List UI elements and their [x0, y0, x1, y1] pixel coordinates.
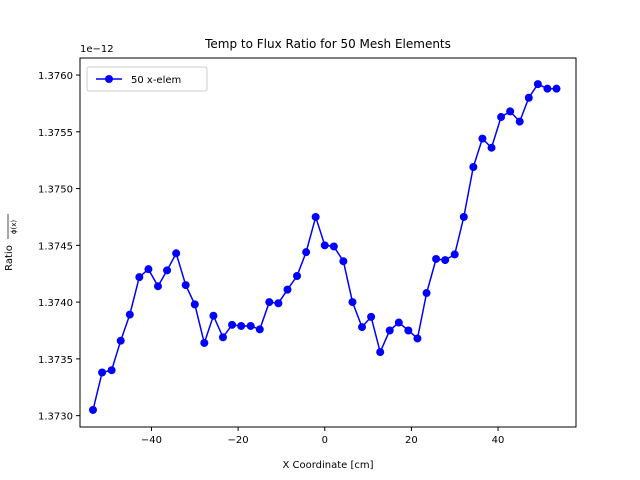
data-point	[163, 266, 172, 275]
data-point	[274, 299, 283, 308]
series-markers	[88, 80, 561, 414]
y-axis-label: Ratio	[4, 245, 15, 271]
data-point	[311, 212, 320, 221]
data-point	[404, 326, 413, 335]
data-point	[246, 321, 255, 330]
data-point	[200, 338, 209, 347]
data-point	[228, 320, 237, 329]
data-point	[441, 256, 450, 265]
data-point	[135, 273, 144, 282]
data-point	[144, 265, 153, 274]
data-point	[552, 84, 561, 93]
data-point	[358, 323, 367, 332]
x-tick-label: −20	[228, 435, 249, 446]
y-offset-label: 1e−12	[80, 44, 114, 55]
data-point	[255, 325, 264, 334]
data-point	[348, 298, 357, 307]
data-point	[497, 113, 506, 122]
y-axis-label-group: Ratio ϕ(x)	[4, 214, 18, 271]
x-tick-label: 40	[492, 435, 505, 446]
y-tick-label: 1.3730	[38, 412, 73, 423]
data-point	[487, 143, 496, 152]
y-axis-label-denominator: ϕ(x)	[10, 220, 18, 234]
data-point	[190, 300, 199, 309]
x-tick-label: 20	[405, 435, 418, 446]
data-point	[469, 162, 478, 171]
data-point	[422, 289, 431, 298]
data-point	[533, 80, 542, 89]
data-point	[459, 212, 468, 221]
legend: 50 x-elem	[86, 66, 208, 92]
data-point	[478, 134, 487, 143]
data-point	[506, 107, 515, 116]
data-point	[432, 254, 441, 263]
data-point	[209, 311, 218, 320]
y-tick-label: 1.3740	[38, 298, 73, 309]
y-tick-label: 1.3745	[38, 241, 73, 252]
data-point	[543, 84, 552, 93]
y-axis: 1.3730 1.3735 1.3740 1.3745 1.3750 1.3755 1.37…	[38, 71, 80, 423]
data-point	[367, 312, 376, 321]
data-point	[320, 241, 329, 250]
data-point	[107, 366, 116, 375]
data-point	[385, 326, 394, 335]
data-point	[265, 298, 274, 307]
plot-area: −40 −20 0 20 40 1.37301.37351.37401.37451.37…	[38, 57, 577, 446]
x-axis-label: X Coordinate [cm]	[282, 460, 373, 471]
axes-frame	[79, 57, 577, 428]
y-tick-label: 1.3750	[38, 185, 73, 196]
x-tick-label: −40	[141, 435, 162, 446]
x-axis: −40 −20 0 20 40	[141, 427, 504, 446]
data-point	[293, 271, 302, 280]
data-point	[450, 250, 459, 259]
y-tick-label: 1.3735	[38, 355, 73, 366]
x-tick-label: 0	[322, 435, 328, 446]
data-point	[153, 282, 162, 291]
data-point	[116, 336, 125, 345]
data-point	[125, 310, 134, 319]
legend-box	[86, 66, 208, 92]
chart-title: Temp to Flux Ratio for 50 Mesh Elements	[204, 37, 451, 51]
data-point	[218, 333, 227, 342]
data-point	[237, 321, 246, 330]
data-point	[515, 117, 524, 126]
y-tick-label: 1.3760	[38, 71, 73, 82]
data-point	[302, 248, 311, 257]
data-point	[524, 93, 533, 102]
data-point	[172, 249, 181, 258]
legend-label: 50 x-elem	[131, 75, 181, 86]
data-point	[376, 348, 385, 357]
data-point	[283, 285, 292, 294]
data-point	[88, 405, 97, 414]
legend-marker-icon	[105, 75, 113, 83]
data-point	[413, 334, 422, 343]
data-point	[394, 318, 403, 327]
data-point	[339, 257, 348, 266]
y-tick-label: 1.3755	[38, 128, 73, 139]
data-point	[181, 281, 190, 290]
data-point	[98, 368, 107, 377]
data-point	[329, 242, 338, 251]
